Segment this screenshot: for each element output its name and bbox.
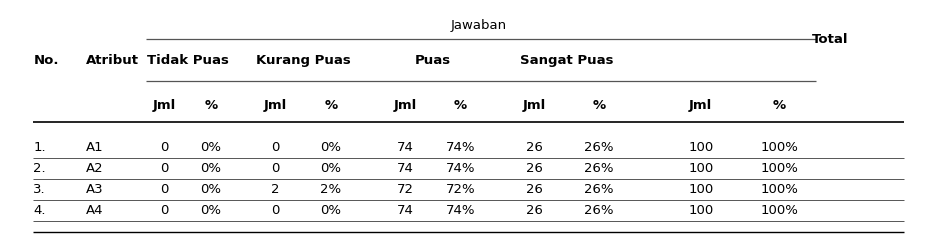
Text: 4.: 4. — [33, 204, 46, 217]
Text: 0%: 0% — [321, 162, 341, 175]
Text: 0%: 0% — [200, 183, 221, 196]
Text: 26: 26 — [525, 204, 543, 217]
Text: 74%: 74% — [445, 162, 475, 175]
Text: 74: 74 — [396, 141, 413, 153]
Text: 26%: 26% — [584, 204, 614, 217]
Text: A4: A4 — [86, 204, 103, 217]
Text: Jml: Jml — [393, 99, 417, 112]
Text: 0%: 0% — [200, 162, 221, 175]
Text: Sangat Puas: Sangat Puas — [520, 54, 614, 67]
Text: 74: 74 — [396, 204, 413, 217]
Text: 0: 0 — [160, 204, 168, 217]
Text: %: % — [205, 99, 218, 112]
Text: 72: 72 — [396, 183, 414, 196]
Text: 100: 100 — [688, 204, 713, 217]
Text: 100%: 100% — [761, 183, 798, 196]
Text: %: % — [773, 99, 786, 112]
Text: 0%: 0% — [321, 204, 341, 217]
Text: 0%: 0% — [200, 204, 221, 217]
Text: 26%: 26% — [584, 183, 614, 196]
Text: 3.: 3. — [33, 183, 46, 196]
Text: 0: 0 — [160, 183, 168, 196]
Text: Tidak Puas: Tidak Puas — [147, 54, 229, 67]
Text: 1.: 1. — [33, 141, 46, 153]
Text: 26%: 26% — [584, 162, 614, 175]
Text: 2%: 2% — [321, 183, 341, 196]
Text: 74: 74 — [396, 162, 413, 175]
Text: 0: 0 — [272, 141, 280, 153]
Text: 26%: 26% — [584, 141, 614, 153]
Text: 100: 100 — [688, 141, 713, 153]
Text: %: % — [454, 99, 467, 112]
Text: Total: Total — [812, 33, 848, 46]
Text: A1: A1 — [86, 141, 103, 153]
Text: %: % — [592, 99, 605, 112]
Text: 0%: 0% — [200, 141, 221, 153]
Text: 26: 26 — [525, 183, 543, 196]
Text: Kurang Puas: Kurang Puas — [256, 54, 351, 67]
Text: 100: 100 — [688, 162, 713, 175]
Text: A2: A2 — [86, 162, 103, 175]
Text: 100: 100 — [688, 183, 713, 196]
Text: 100%: 100% — [761, 141, 798, 153]
Text: Puas: Puas — [415, 54, 451, 67]
Text: 100%: 100% — [761, 162, 798, 175]
Text: 2: 2 — [272, 183, 280, 196]
Text: Jml: Jml — [689, 99, 712, 112]
Text: Jml: Jml — [523, 99, 546, 112]
Text: 74%: 74% — [445, 141, 475, 153]
Text: 0: 0 — [160, 162, 168, 175]
Text: 72%: 72% — [445, 183, 475, 196]
Text: 0: 0 — [272, 162, 280, 175]
Text: 26: 26 — [525, 141, 543, 153]
Text: 2.: 2. — [33, 162, 46, 175]
Text: A3: A3 — [86, 183, 103, 196]
Text: 0%: 0% — [321, 141, 341, 153]
Text: Jml: Jml — [264, 99, 287, 112]
Text: 26: 26 — [525, 162, 543, 175]
Text: Atribut: Atribut — [86, 54, 139, 67]
Text: 74%: 74% — [445, 204, 475, 217]
Text: %: % — [325, 99, 338, 112]
Text: 0: 0 — [272, 204, 280, 217]
Text: No.: No. — [33, 54, 59, 67]
Text: 100%: 100% — [761, 204, 798, 217]
Text: 0: 0 — [160, 141, 168, 153]
Text: Jml: Jml — [153, 99, 176, 112]
Text: Jawaban: Jawaban — [451, 19, 507, 32]
